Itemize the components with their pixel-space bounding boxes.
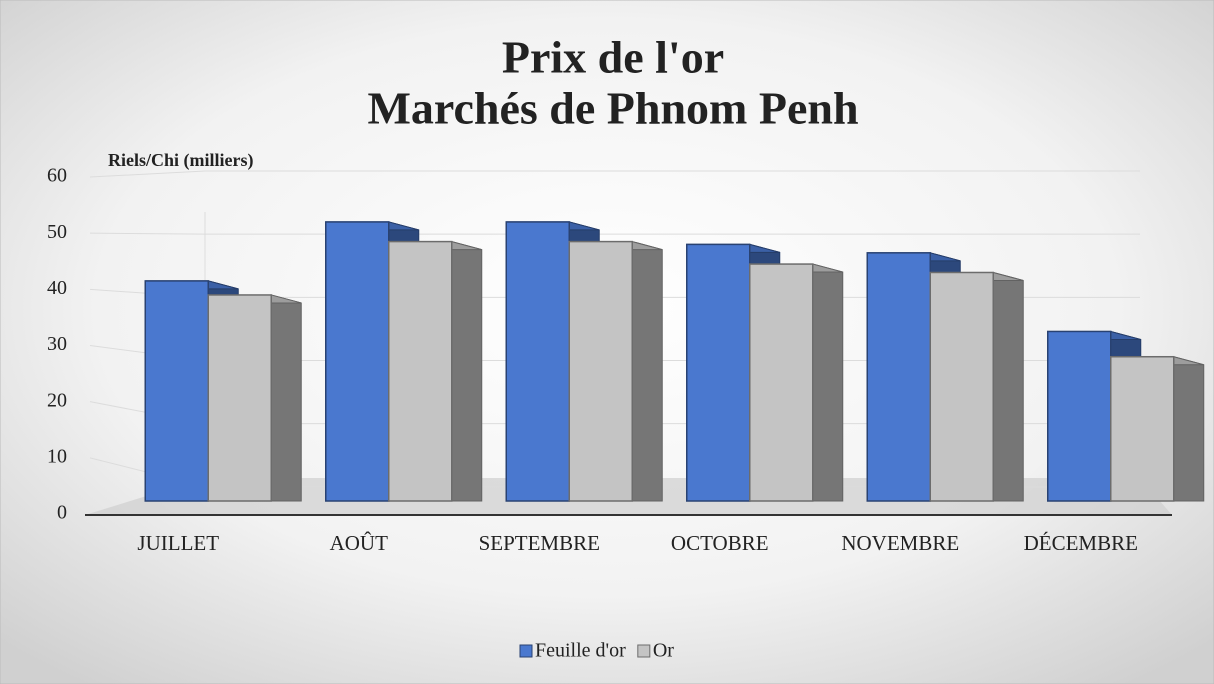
x-tick-label: SEPTEMBRE [479,531,600,555]
chart-title: Marchés de Phnom Penh [367,83,858,134]
bar-side [270,294,302,502]
bar [388,240,453,502]
bar [686,243,751,502]
bar-side [992,271,1024,502]
y-tick-label: 0 [57,502,67,524]
y-tick-label: 60 [47,165,67,187]
x-tick-label: JUILLET [137,531,219,555]
x-tick-label: AOÛT [330,531,388,555]
bar [144,280,209,502]
bar [929,271,994,502]
bar [749,263,814,502]
x-tick-label: DÉCEMBRE [1024,531,1138,555]
bar [1110,355,1175,502]
bar [207,294,272,502]
legend-label: Feuille d'or [535,640,626,662]
y-tick-label: 20 [47,389,67,411]
bar [866,252,931,502]
legend-swatch [519,644,533,658]
y-tick-label: 30 [47,333,67,355]
grid-line [89,232,1140,235]
y-tick-label: 10 [47,445,67,467]
chart-title: Prix de l'or [502,32,724,83]
x-tick-label: NOVEMBRE [841,531,959,555]
bar [568,240,633,502]
grid-line [89,170,1140,178]
bar-side [812,263,844,502]
bar [1047,330,1112,502]
bar-side [631,240,663,502]
legend-label: Or [653,640,674,662]
legend-swatch [637,644,651,658]
x-tick-label: OCTOBRE [671,531,769,555]
bar-side [451,240,483,502]
y-tick-label: 40 [47,277,67,299]
y-tick-label: 50 [47,221,67,243]
bar [505,221,570,502]
bar [325,221,390,502]
bar-side [1173,356,1205,502]
y-axis-title: Riels/Chi (milliers) [108,150,253,171]
